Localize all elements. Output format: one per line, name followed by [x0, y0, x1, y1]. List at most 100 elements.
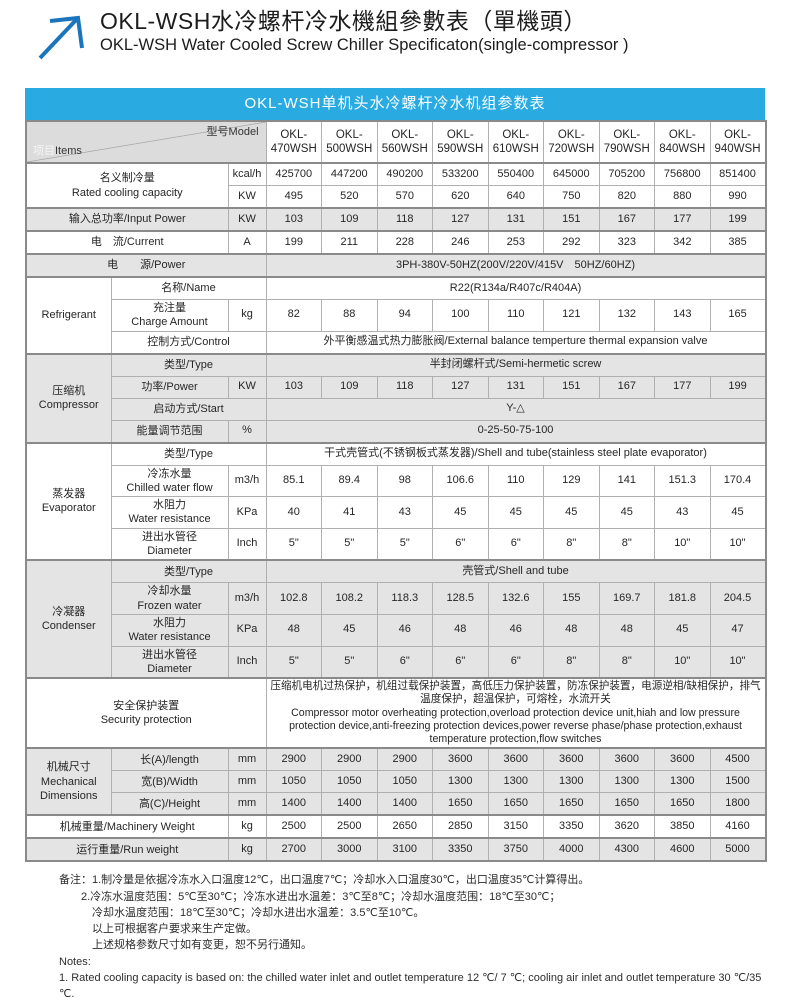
- value-cell: 165: [709, 299, 767, 332]
- footnote-line: 冷却水温度范围：18℃至30℃；冷却水进出水温差：3.5℃至10℃。: [59, 906, 425, 919]
- value-cell: 118: [376, 375, 434, 399]
- value-cell: 155: [543, 582, 600, 615]
- value-cell: 5": [265, 527, 323, 561]
- value-cell: 89.4: [321, 464, 378, 498]
- value-cell: 132.6: [487, 582, 545, 615]
- value-cell: 141: [598, 464, 656, 498]
- value-cell: 385: [709, 230, 767, 255]
- value-cell: 1300: [598, 770, 656, 794]
- value-cell: 2500: [321, 814, 378, 839]
- value-cell: 48: [265, 613, 323, 647]
- value-cell: 3600: [598, 747, 656, 772]
- value-cell: 4300: [598, 837, 656, 862]
- model-column-header: OKL- 940WSH: [709, 120, 767, 164]
- value-cell: 82: [265, 299, 323, 332]
- unit-cell: m3/h: [227, 582, 267, 615]
- value-cell: 253: [487, 230, 545, 255]
- row-label: 冷冻水量 Chilled water flow: [110, 464, 229, 498]
- value-cell: 1300: [487, 770, 545, 794]
- value-cell: 1650: [543, 792, 600, 816]
- value-cell: 5000: [709, 837, 767, 862]
- masthead: OKL-WSH水冷螺杆冷水機組參數表（單機頭） OKL-WSH Water Co…: [0, 0, 790, 72]
- value-cell: 3620: [598, 814, 656, 839]
- unit-cell: KPa: [227, 613, 267, 647]
- value-cell: 6": [487, 645, 545, 679]
- unit-cell: KPa: [227, 496, 267, 529]
- value-span-cell: 0-25-50-75-100: [265, 419, 767, 444]
- value-cell: 109: [321, 207, 378, 232]
- value-cell: 204.5: [709, 582, 767, 615]
- row-label: 名义制冷量 Rated cooling capacity: [25, 162, 229, 209]
- row-label: 功率/Power: [110, 375, 229, 399]
- value-cell: 109: [321, 375, 378, 399]
- model-column-header: OKL- 790WSH: [598, 120, 656, 164]
- value-cell: 170.4: [709, 464, 767, 498]
- row-group-label: 压缩机 Compressor: [25, 352, 112, 444]
- value-cell: 48: [543, 613, 600, 647]
- value-cell: 705200: [598, 162, 656, 186]
- value-cell: 102.8: [265, 582, 323, 615]
- value-cell: 756800: [654, 162, 711, 186]
- unit-cell: A: [227, 230, 267, 255]
- value-cell: 2500: [265, 814, 323, 839]
- model-column-header: OKL- 560WSH: [376, 120, 434, 164]
- value-cell: 3600: [654, 747, 711, 772]
- value-cell: 1400: [265, 792, 323, 816]
- value-cell: 94: [376, 299, 434, 332]
- value-cell: 131: [487, 375, 545, 399]
- table-title-banner: OKL-WSH单机头水冷螺杆冷水机组参数表: [25, 88, 765, 120]
- value-cell: 108.2: [321, 582, 378, 615]
- value-cell: 342: [654, 230, 711, 255]
- value-cell: 620: [432, 185, 489, 209]
- value-cell: 5": [376, 527, 434, 561]
- value-cell: 103: [265, 207, 323, 232]
- value-cell: 131: [487, 207, 545, 232]
- value-cell: 3600: [487, 747, 545, 772]
- model-column-header: OKL- 610WSH: [487, 120, 545, 164]
- value-cell: 45: [487, 496, 545, 529]
- value-cell: 103: [265, 375, 323, 399]
- value-cell: 6": [487, 527, 545, 561]
- row-label: 电 源/Power: [25, 253, 267, 278]
- unit-cell: m3/h: [227, 464, 267, 498]
- value-cell: 45: [321, 613, 378, 647]
- value-cell: 128.5: [432, 582, 489, 615]
- value-cell: 447200: [321, 162, 378, 186]
- value-cell: 10": [709, 645, 767, 679]
- value-cell: 2650: [376, 814, 434, 839]
- value-cell: 151: [543, 375, 600, 399]
- row-group-label: 冷凝器 Condenser: [25, 559, 112, 679]
- model-column-header: OKL- 590WSH: [432, 120, 489, 164]
- value-span-cell: 3PH-380V-50HZ(200V/220V/415V 50HZ/60HZ): [265, 253, 767, 278]
- value-cell: 990: [709, 185, 767, 209]
- row-label: 类型/Type: [110, 352, 267, 377]
- value-span-cell: Y-△: [265, 397, 767, 421]
- row-group-label: 蒸发器 Evaporator: [25, 441, 112, 561]
- value-cell: 45: [654, 613, 711, 647]
- value-cell: 1650: [487, 792, 545, 816]
- value-cell: 211: [321, 230, 378, 255]
- value-cell: 3350: [543, 814, 600, 839]
- value-cell: 8": [598, 645, 656, 679]
- value-cell: 1300: [654, 770, 711, 794]
- value-cell: 6": [432, 527, 489, 561]
- value-cell: 1400: [321, 792, 378, 816]
- value-cell: 2900: [321, 747, 378, 772]
- value-cell: 1050: [321, 770, 378, 794]
- security-protection-text: 压缩机电机过热保护，机组过载保护装置，高低压力保护装置，防冻保护装置，电源逆相/…: [265, 677, 767, 749]
- value-cell: 199: [709, 375, 767, 399]
- value-cell: 4160: [709, 814, 767, 839]
- value-cell: 640: [487, 185, 545, 209]
- unit-cell: mm: [227, 747, 267, 772]
- value-cell: 4500: [709, 747, 767, 772]
- value-cell: 118.3: [376, 582, 434, 615]
- items-model-corner-cell: 项目Items 型号Model: [25, 120, 267, 164]
- value-cell: 43: [654, 496, 711, 529]
- footnote-line: 2.冷冻水温度范围：5℃至30℃；冷冻水进出水温差：3℃至8℃；冷却水温度范围：…: [59, 890, 561, 903]
- unit-cell: Inch: [227, 527, 267, 561]
- value-cell: 1650: [598, 792, 656, 816]
- unit-cell: kg: [227, 837, 267, 862]
- value-cell: 45: [543, 496, 600, 529]
- value-cell: 1650: [654, 792, 711, 816]
- value-cell: 820: [598, 185, 656, 209]
